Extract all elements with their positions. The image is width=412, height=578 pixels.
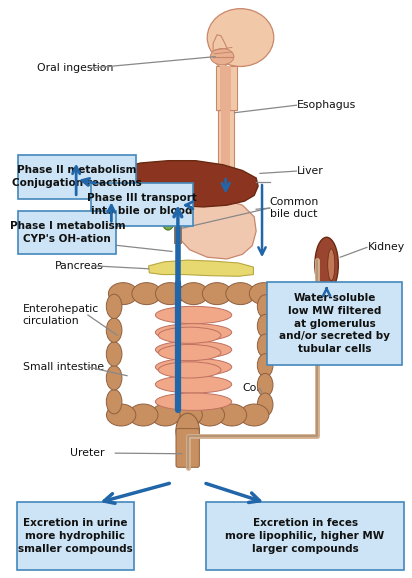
Ellipse shape [106, 342, 122, 366]
Text: Kidney: Kidney [368, 242, 405, 253]
Ellipse shape [106, 404, 136, 426]
Text: Water-soluble
low MW filtered
at glomerulus
and/or secreted by
tubular cells: Water-soluble low MW filtered at glomeru… [279, 293, 390, 354]
Ellipse shape [258, 354, 273, 377]
Ellipse shape [155, 306, 232, 324]
FancyBboxPatch shape [176, 429, 199, 467]
Ellipse shape [258, 314, 273, 338]
Ellipse shape [155, 376, 232, 393]
Text: Portal vein: Portal vein [55, 239, 112, 249]
Text: Pancreas: Pancreas [55, 261, 103, 271]
Text: Ureter: Ureter [70, 448, 105, 458]
FancyBboxPatch shape [206, 502, 404, 570]
Ellipse shape [315, 237, 338, 292]
FancyBboxPatch shape [19, 155, 136, 199]
Ellipse shape [258, 295, 273, 318]
Ellipse shape [173, 404, 202, 426]
FancyBboxPatch shape [91, 183, 192, 227]
Text: Phase III transport
into bile or blood: Phase III transport into bile or blood [87, 193, 197, 216]
Ellipse shape [108, 283, 138, 305]
Ellipse shape [161, 200, 176, 230]
FancyBboxPatch shape [218, 110, 234, 176]
Ellipse shape [158, 327, 221, 343]
FancyBboxPatch shape [173, 214, 181, 243]
Polygon shape [149, 260, 253, 276]
Text: Small intestine: Small intestine [23, 362, 104, 372]
FancyBboxPatch shape [221, 110, 230, 176]
Text: Colon: Colon [242, 383, 274, 394]
Ellipse shape [211, 49, 234, 65]
Ellipse shape [258, 334, 273, 357]
Ellipse shape [155, 393, 232, 410]
Text: Enterohepatic
circulation: Enterohepatic circulation [23, 304, 99, 326]
FancyBboxPatch shape [220, 66, 231, 110]
Ellipse shape [202, 283, 232, 305]
Ellipse shape [155, 283, 185, 305]
Ellipse shape [176, 413, 199, 448]
Ellipse shape [258, 393, 273, 416]
Ellipse shape [106, 294, 122, 318]
Ellipse shape [155, 324, 232, 341]
Text: Excretion in feces
more lipophilic, higher MW
larger compounds: Excretion in feces more lipophilic, high… [225, 518, 385, 554]
Ellipse shape [158, 362, 221, 378]
Ellipse shape [106, 366, 122, 390]
Ellipse shape [258, 373, 273, 397]
Ellipse shape [151, 404, 180, 426]
Ellipse shape [155, 358, 232, 376]
Ellipse shape [226, 283, 255, 305]
Ellipse shape [158, 344, 221, 361]
Polygon shape [213, 35, 229, 66]
Ellipse shape [106, 318, 122, 342]
Text: Phase I metabolism
CYP's OH-ation: Phase I metabolism CYP's OH-ation [9, 221, 125, 244]
Ellipse shape [179, 283, 208, 305]
Polygon shape [175, 199, 256, 259]
Polygon shape [110, 161, 258, 207]
Ellipse shape [239, 404, 269, 426]
Text: Phase II metabolism
Conjugation reactions: Phase II metabolism Conjugation reaction… [12, 165, 142, 188]
Ellipse shape [132, 283, 161, 305]
FancyBboxPatch shape [267, 282, 402, 365]
Text: Excretion in urine
more hydrophilic
smaller compounds: Excretion in urine more hydrophilic smal… [18, 518, 133, 554]
Ellipse shape [207, 9, 274, 66]
Text: Common
bile duct: Common bile duct [270, 197, 319, 219]
Ellipse shape [155, 341, 232, 358]
Ellipse shape [218, 404, 247, 426]
Text: Esophagus: Esophagus [297, 100, 356, 110]
FancyBboxPatch shape [19, 210, 116, 254]
Ellipse shape [106, 390, 122, 414]
FancyBboxPatch shape [216, 66, 237, 110]
Ellipse shape [249, 283, 279, 305]
Ellipse shape [195, 404, 225, 426]
Ellipse shape [328, 249, 335, 280]
Text: Liver: Liver [297, 166, 324, 176]
Text: Oral ingestion: Oral ingestion [37, 63, 113, 73]
FancyBboxPatch shape [16, 502, 134, 570]
Ellipse shape [129, 404, 158, 426]
